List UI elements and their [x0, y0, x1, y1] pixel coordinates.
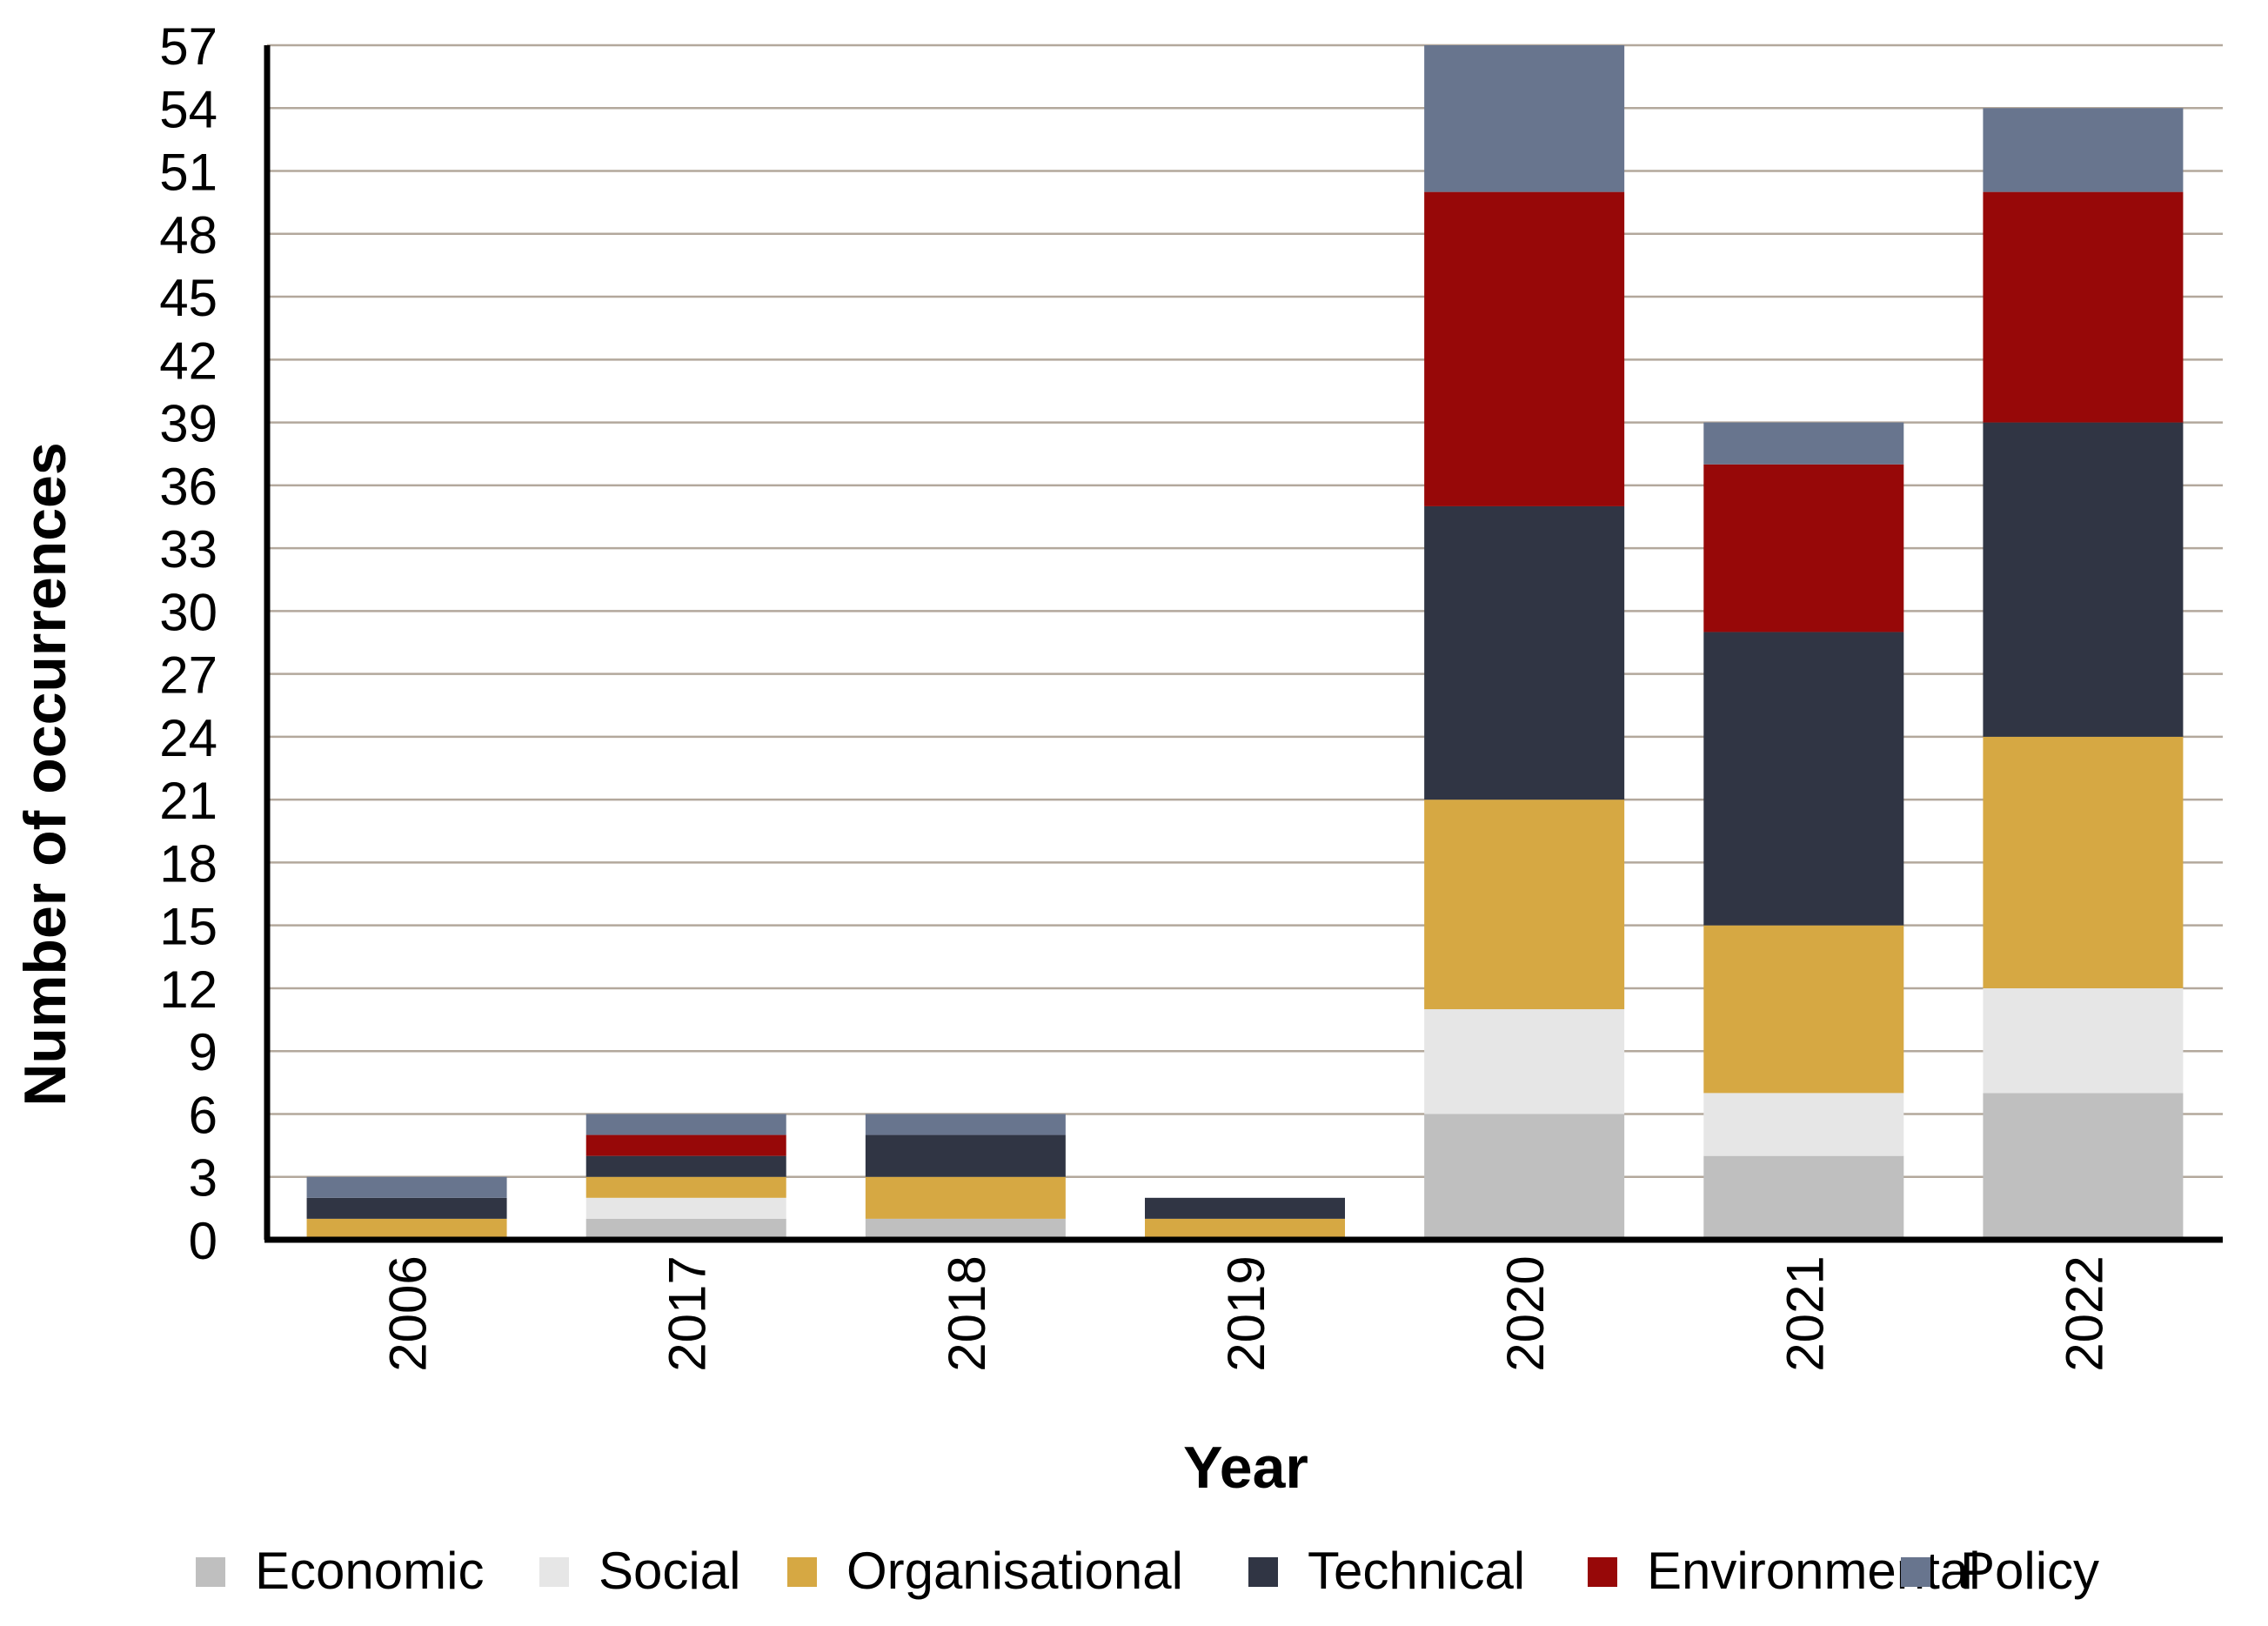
legend-item-organisational: Organisational	[787, 1542, 1183, 1600]
y-tick-label: 39	[159, 395, 217, 453]
legend-item-technical: Technical	[1248, 1542, 1525, 1600]
bar-organisational-2006	[306, 1218, 507, 1240]
bar-economic-2021	[1703, 1155, 1904, 1240]
y-tick-label: 24	[159, 709, 217, 767]
y-tick-label: 3	[189, 1149, 217, 1208]
bar-policy-2020	[1424, 45, 1625, 192]
x-tick-label: 2018	[938, 1255, 996, 1371]
bar-stack-2020	[1424, 45, 1625, 1240]
x-axis-title: Year	[1183, 1435, 1308, 1501]
bar-social-2017	[585, 1197, 786, 1219]
y-tick-label: 48	[159, 206, 217, 264]
y-tick-label: 6	[189, 1086, 217, 1144]
bar-stack-2022	[1983, 108, 2184, 1240]
bar-organisational-2021	[1703, 925, 1904, 1094]
bar-technical-2019	[1145, 1197, 1345, 1219]
x-tick-label: 2006	[379, 1255, 438, 1371]
y-tick-label: 45	[159, 269, 217, 327]
legend-swatch	[539, 1557, 569, 1587]
bar-stack-2006	[306, 1176, 507, 1240]
y-tick-label: 0	[189, 1212, 217, 1270]
legend-label: Policy	[1960, 1542, 2099, 1600]
bar-organisational-2019	[1145, 1218, 1345, 1240]
y-tick-label: 36	[159, 458, 217, 516]
axes	[264, 45, 2223, 1243]
bar-social-2020	[1424, 1009, 1625, 1114]
x-tick-label: 2020	[1496, 1255, 1555, 1371]
x-tick-label: 2019	[1217, 1255, 1275, 1371]
y-tick-label: 9	[189, 1023, 217, 1081]
legend: Economic Social Organisational Technical Env…	[196, 1542, 2099, 1600]
y-tick-label: 12	[159, 960, 217, 1019]
legend-label: Technical	[1308, 1542, 1525, 1600]
legend-label: Organisational	[846, 1542, 1183, 1600]
y-axis-title: Number of occurrences	[12, 442, 78, 1106]
legend-label: Environmental	[1647, 1542, 1981, 1600]
legend-item-social: Social	[539, 1542, 740, 1600]
bar-stack-2019	[1145, 1197, 1345, 1240]
bar-stack-2018	[865, 1114, 1066, 1240]
y-tick-label: 27	[159, 646, 217, 705]
x-tick-label: 2017	[659, 1255, 717, 1371]
x-tick-label: 2021	[1776, 1255, 1834, 1371]
bar-stack-2017	[585, 1114, 786, 1240]
legend-swatch	[1588, 1557, 1617, 1587]
bar-environmental-2021	[1703, 464, 1904, 632]
bar-social-2021	[1703, 1093, 1904, 1156]
bar-organisational-2018	[865, 1176, 1066, 1219]
legend-swatch	[1901, 1557, 1930, 1587]
bar-environmental-2020	[1424, 191, 1625, 506]
bar-economic-2020	[1424, 1114, 1625, 1240]
bar-stack-2021	[1703, 422, 1904, 1240]
y-tick-label: 42	[159, 331, 217, 390]
bar-economic-2022	[1983, 1093, 2184, 1240]
bar-technical-2018	[865, 1134, 1066, 1177]
bar-technical-2022	[1983, 422, 2184, 737]
bar-policy-2018	[865, 1114, 1066, 1135]
y-tick-label: 18	[159, 834, 217, 893]
legend-swatch	[196, 1557, 225, 1587]
bar-environmental-2022	[1983, 191, 2184, 423]
bar-policy-2006	[306, 1176, 507, 1198]
bar-technical-2006	[306, 1197, 507, 1219]
bar-policy-2017	[585, 1114, 786, 1135]
x-tick-labels: 2006 2017 2018 2019 2020 2021 2022	[379, 1255, 2114, 1371]
y-tick-label: 21	[159, 772, 217, 830]
y-tick-label: 30	[159, 583, 217, 641]
bar-economic-2017	[585, 1218, 786, 1240]
y-tick-label: 57	[159, 17, 217, 76]
bars	[306, 45, 2184, 1240]
bar-organisational-2022	[1983, 736, 2184, 988]
legend-swatch	[787, 1557, 817, 1587]
legend-label: Economic	[255, 1542, 484, 1600]
bar-technical-2020	[1424, 505, 1625, 800]
gridlines	[267, 43, 2223, 1178]
bar-organisational-2020	[1424, 800, 1625, 1010]
bar-policy-2021	[1703, 422, 1904, 465]
bar-economic-2018	[865, 1218, 1066, 1240]
y-tick-label: 15	[159, 898, 217, 956]
x-tick-label: 2022	[2055, 1255, 2113, 1371]
bar-policy-2022	[1983, 108, 2184, 192]
y-tick-label: 51	[159, 144, 217, 202]
y-tick-label: 54	[159, 80, 217, 138]
legend-item-economic: Economic	[196, 1542, 484, 1600]
bar-social-2022	[1983, 987, 2184, 1094]
y-tick-label: 33	[159, 520, 217, 579]
bar-environmental-2017	[585, 1134, 786, 1156]
bar-technical-2017	[585, 1155, 786, 1177]
bar-technical-2021	[1703, 632, 1904, 926]
legend-swatch	[1248, 1557, 1278, 1587]
legend-item-policy: Policy	[1901, 1542, 2099, 1600]
legend-label: Social	[599, 1542, 740, 1600]
bar-organisational-2017	[585, 1176, 786, 1198]
